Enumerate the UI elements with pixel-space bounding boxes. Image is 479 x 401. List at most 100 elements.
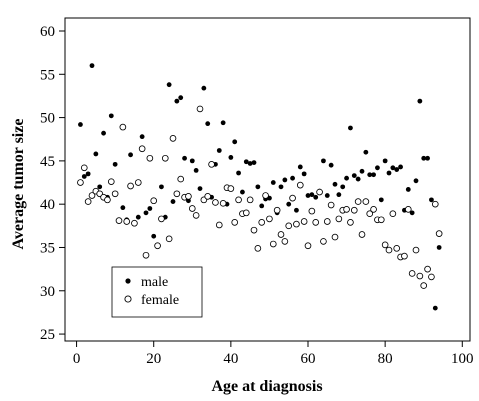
male-point [270, 180, 276, 185]
male-point [112, 161, 118, 167]
male-point [159, 184, 164, 190]
male-point [228, 155, 234, 160]
male-point [197, 186, 203, 191]
y-tick-label: 35 [40, 240, 55, 256]
male-point [243, 159, 249, 165]
male-point [313, 194, 319, 200]
female-point [242, 209, 250, 217]
y-axis: 25 30 35 40 45 50 55 60 [40, 24, 65, 343]
male-point [282, 177, 288, 183]
female-point [289, 194, 296, 202]
female-point [347, 219, 354, 226]
male-point [309, 192, 315, 198]
male-point [321, 158, 326, 164]
female-point [401, 252, 408, 260]
female-point [273, 206, 281, 214]
male-point [367, 172, 373, 178]
female-point [296, 181, 304, 189]
female-point [119, 123, 127, 131]
female-point [169, 135, 177, 142]
male-point [186, 198, 191, 204]
female-point [185, 193, 192, 200]
male-point [340, 184, 346, 190]
female-point [158, 215, 165, 223]
female-point [385, 246, 393, 254]
male-point [120, 205, 126, 211]
female-point [154, 242, 161, 250]
female-point [331, 233, 339, 241]
male-point [182, 155, 187, 161]
male-point [201, 85, 207, 91]
female-point [404, 206, 412, 213]
male-point [78, 122, 83, 127]
male-point [432, 305, 438, 311]
male-point [216, 148, 222, 153]
female-point [312, 219, 320, 226]
male-point [251, 160, 257, 166]
male-point [421, 155, 427, 161]
male-point [332, 181, 338, 187]
y-tick-label: 40 [40, 197, 55, 213]
female-point [227, 185, 235, 192]
male-point [409, 210, 415, 216]
male-point [89, 63, 95, 69]
data-points [77, 63, 443, 311]
female-point [204, 193, 212, 200]
female-point [327, 201, 335, 209]
male-point [178, 95, 184, 101]
female-point [150, 197, 158, 205]
female-point [219, 199, 227, 207]
female-point [316, 188, 323, 196]
female-point [420, 282, 428, 289]
female-point [165, 235, 173, 243]
female-point [138, 145, 146, 153]
female-point [285, 222, 293, 230]
female-point [208, 161, 215, 168]
male-point [344, 175, 349, 181]
legend-box [111, 266, 203, 318]
x-tick-label: 0 [73, 351, 81, 367]
male-point [97, 184, 103, 190]
male-point [139, 134, 145, 140]
male-point [386, 170, 392, 176]
male-point [305, 193, 311, 198]
male-point [324, 193, 330, 198]
male-point [290, 175, 295, 181]
male-point [85, 171, 91, 177]
male-point [259, 203, 265, 209]
female-point [173, 190, 181, 198]
male-point [351, 173, 357, 179]
female-point [393, 245, 401, 252]
female-point [320, 238, 327, 245]
female-point [408, 270, 416, 277]
male-point [232, 139, 238, 145]
male-point [417, 98, 423, 104]
female-point [281, 238, 289, 245]
male-point [236, 170, 241, 176]
female-point [84, 198, 92, 205]
male-point [328, 162, 334, 168]
female-point [424, 265, 431, 273]
male-point [375, 165, 380, 171]
male-point [413, 178, 419, 184]
female-point [192, 212, 200, 219]
female-point [142, 251, 150, 259]
male-point [81, 174, 87, 179]
female-point [343, 206, 350, 213]
female-point [350, 206, 358, 214]
x-tick-label: 80 [378, 351, 393, 367]
x-tick-label: 100 [451, 351, 474, 367]
male-point [189, 158, 195, 164]
male-point [135, 214, 141, 220]
y-tick-label: 25 [40, 327, 55, 343]
male-point [294, 207, 299, 213]
male-point [390, 165, 396, 171]
male-point [128, 152, 133, 158]
female-point [231, 219, 239, 226]
female-point [335, 215, 343, 223]
female-point [131, 219, 138, 227]
female-point [254, 245, 262, 252]
female-point [412, 246, 420, 254]
female-point [111, 190, 119, 198]
